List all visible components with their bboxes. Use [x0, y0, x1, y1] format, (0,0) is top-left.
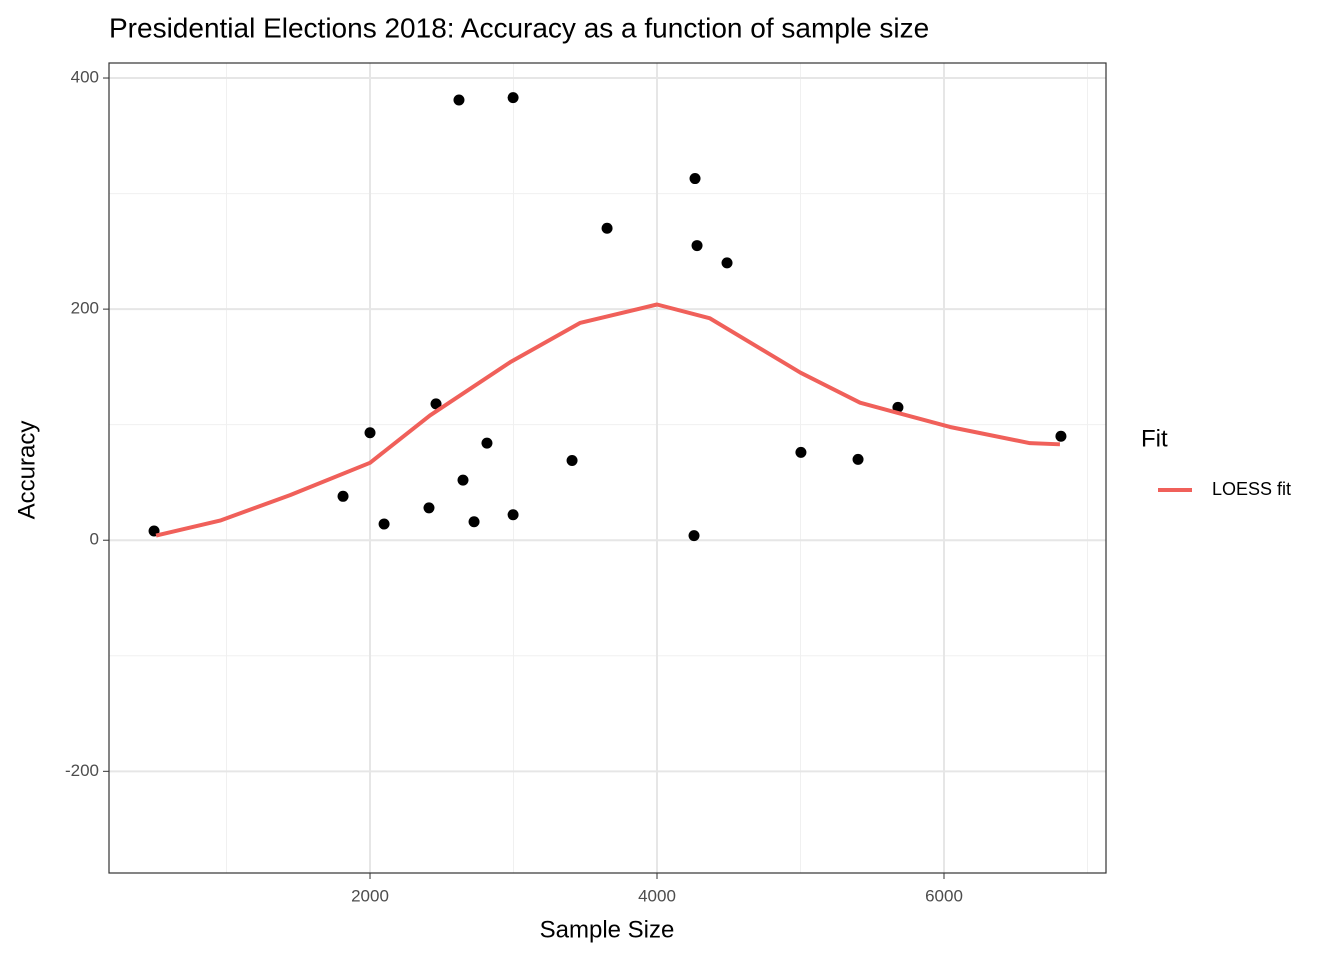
- y-tick-label: 400: [71, 68, 99, 87]
- x-tick-label: 4000: [638, 886, 676, 905]
- point: [892, 401, 904, 413]
- x-tick-label: 2000: [351, 886, 389, 905]
- point: [453, 94, 465, 106]
- point: [689, 173, 701, 185]
- y-tick-label: 0: [90, 530, 99, 549]
- y-tick-label: 200: [71, 299, 99, 318]
- legend-label: LOESS fit: [1212, 479, 1291, 499]
- x-axis-label: Sample Size: [540, 916, 675, 943]
- point: [378, 518, 390, 530]
- legend-title: Fit: [1141, 425, 1168, 452]
- point: [795, 446, 807, 458]
- plot-border: [108, 62, 1107, 874]
- x-tick-label: 6000: [925, 886, 963, 905]
- point: [468, 516, 480, 528]
- point: [364, 427, 376, 439]
- point: [430, 398, 442, 410]
- point: [457, 474, 469, 486]
- point: [721, 257, 733, 269]
- point: [691, 240, 703, 252]
- point: [601, 222, 613, 234]
- point: [688, 530, 700, 542]
- fit-line: [155, 302, 1061, 538]
- point: [507, 92, 519, 104]
- point: [852, 453, 864, 465]
- y-tick-label: -200: [65, 761, 99, 780]
- point: [1055, 430, 1067, 442]
- point: [423, 502, 435, 514]
- point: [507, 509, 519, 521]
- y-axis-label: Accuracy: [13, 421, 40, 520]
- point: [481, 437, 493, 449]
- point: [566, 454, 578, 466]
- chart-title: Presidential Elections 2018: Accuracy as…: [109, 12, 929, 43]
- point: [337, 490, 349, 502]
